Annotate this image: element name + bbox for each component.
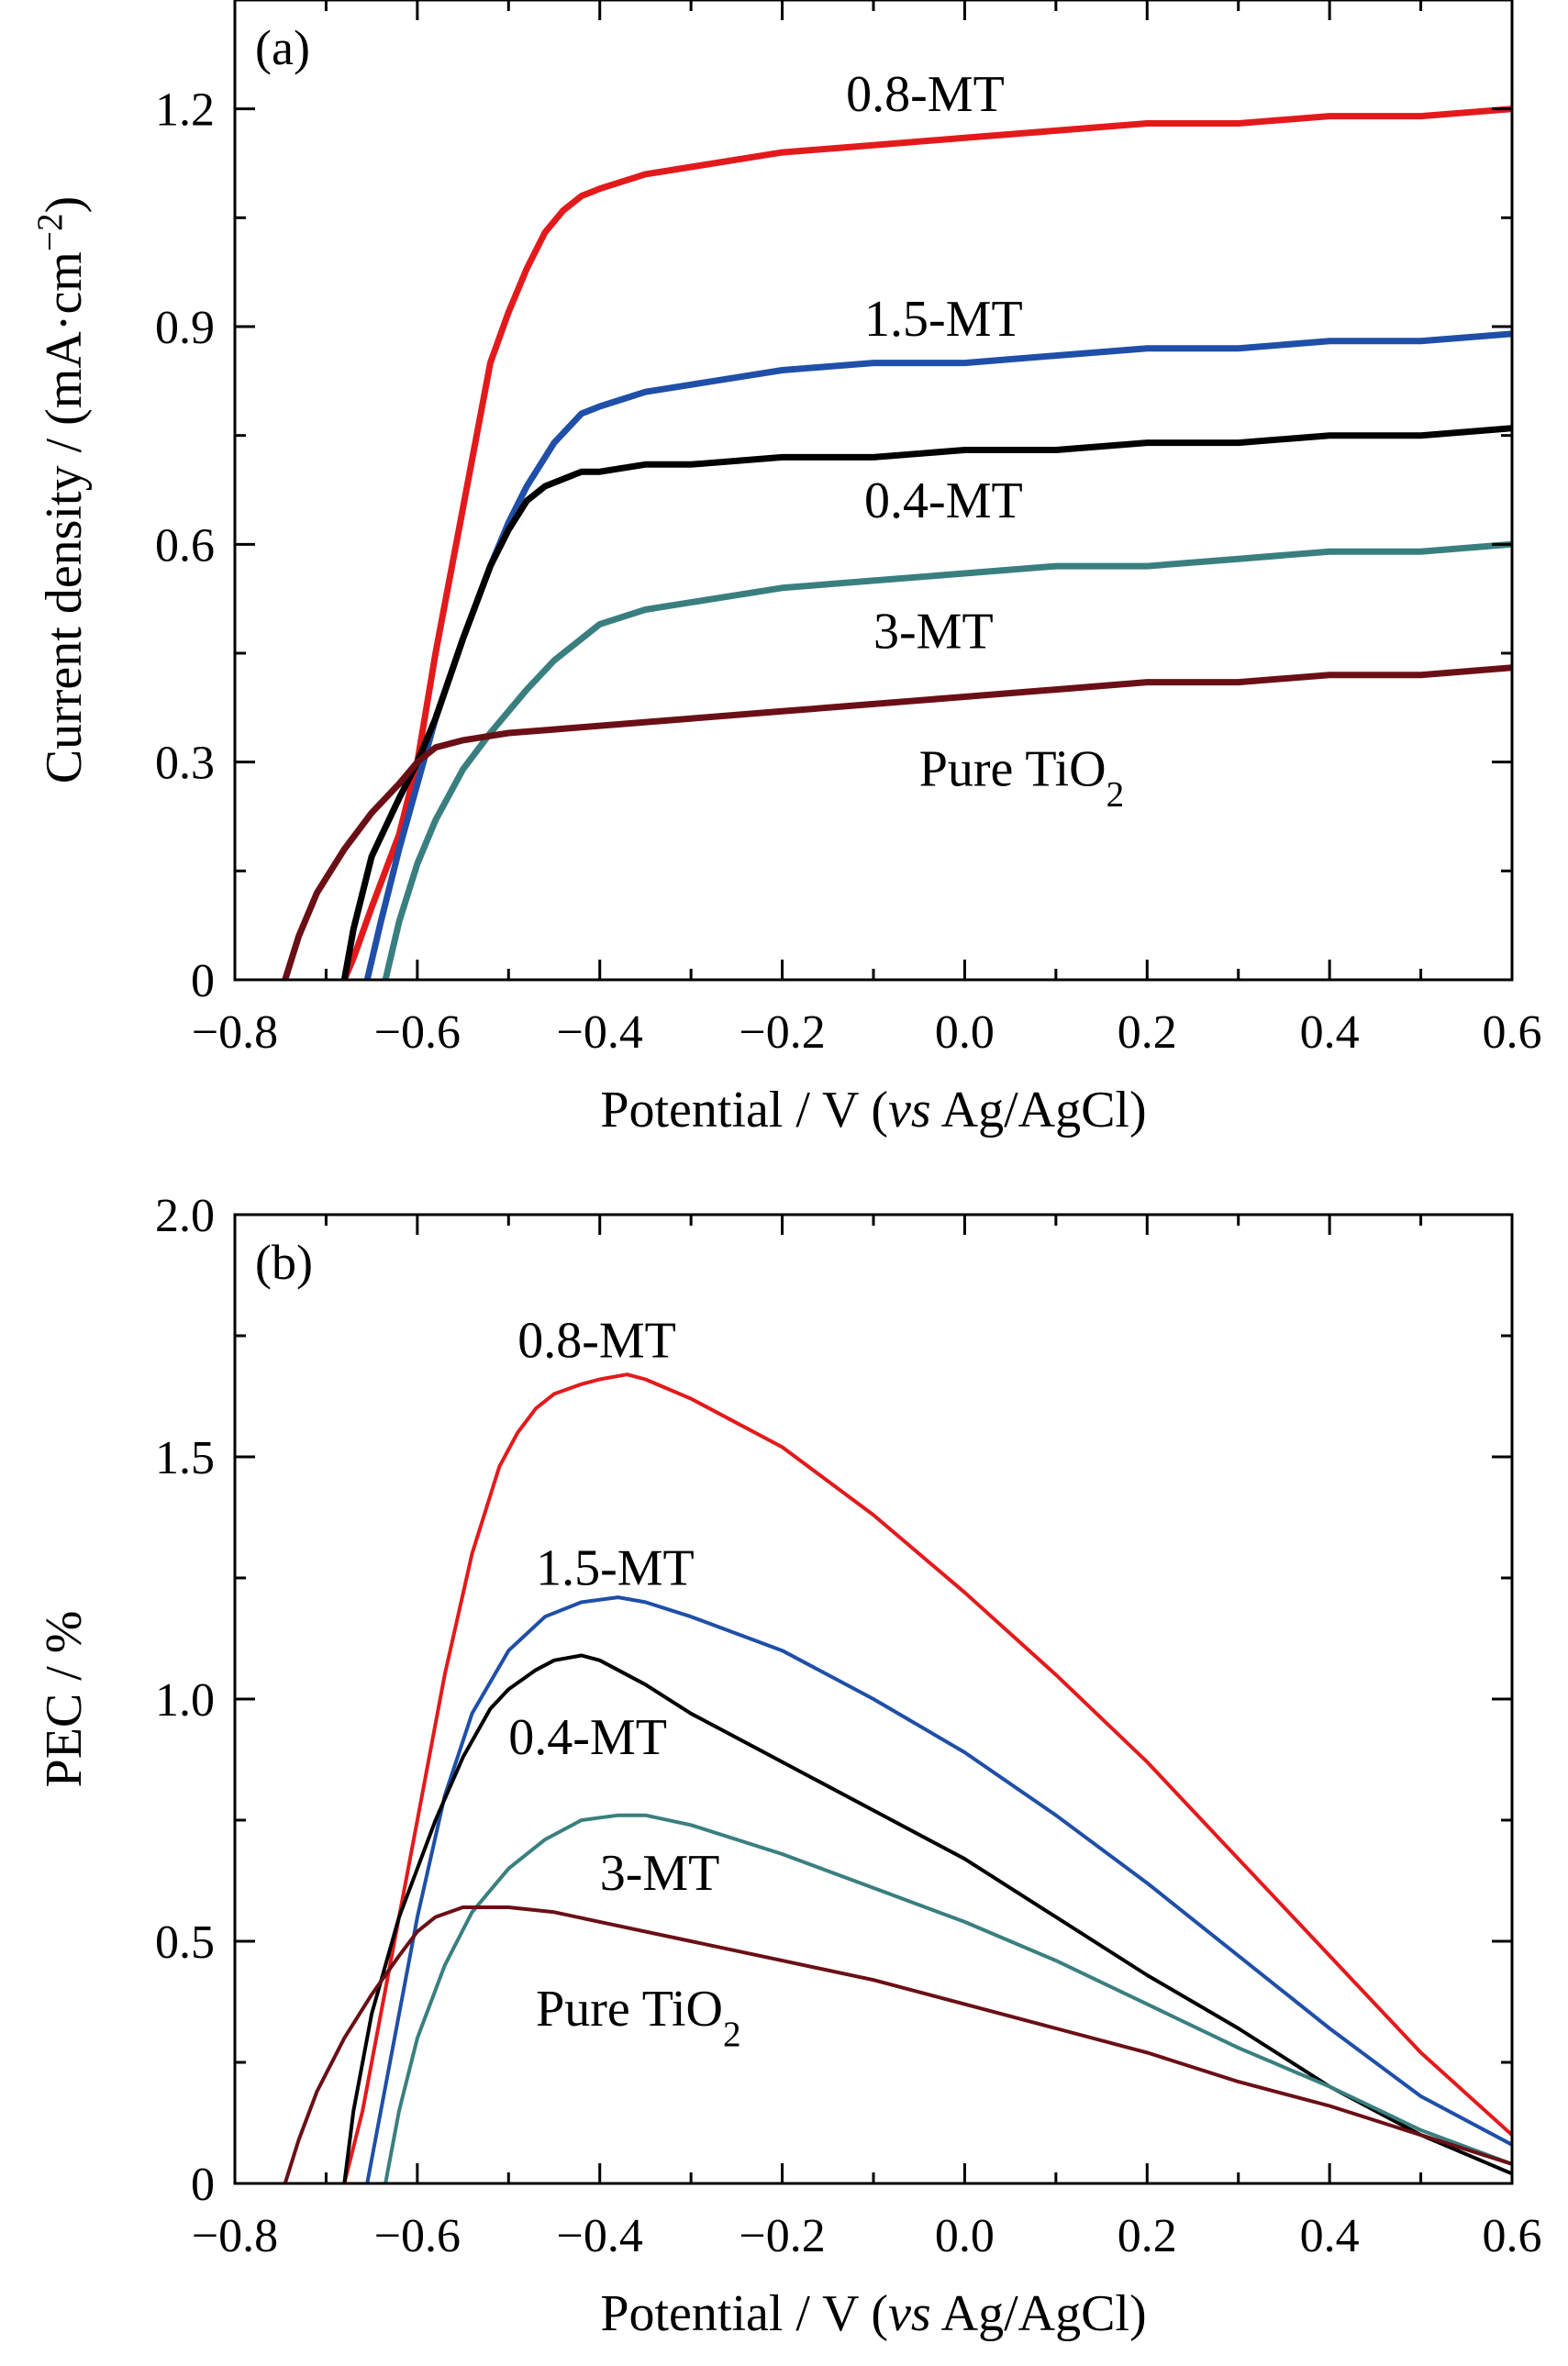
panel-b-xtick-label: −0.8	[192, 2210, 278, 2262]
panel-a-ytick-label: 0	[191, 955, 215, 1007]
panel-b-series-line-3	[384, 1813, 1512, 2183]
panel-b-xtick-label: 0.4	[1300, 2210, 1360, 2262]
panel-a-xtick-label: 0.6	[1483, 1006, 1542, 1059]
panel-b-series-label-1: 1.5-MT	[536, 1539, 695, 1596]
panel-a-chart: −0.8 −0.6 −0.4 −0.2 0.0 0.2 0.4 0.6 0 0.3 0.6 0.9 1.…	[30, 0, 1542, 1139]
panel-a-xtick-label: −0.8	[192, 1006, 278, 1059]
panel-b-ytick-label: 1.0	[155, 1674, 215, 1727]
panel-a-xtick-label: 0.0	[935, 1006, 995, 1059]
panel-a-xtick-label: −0.6	[374, 1006, 461, 1059]
panel-a-ytick-label: 0.6	[155, 519, 215, 572]
panel-a-y-axis-label: Current density / (mA·cm−2)	[30, 196, 94, 783]
panel-a-xtick-label: 0.2	[1118, 1006, 1177, 1059]
panel-b-series-line-0	[342, 1372, 1512, 2183]
panel-b-series-line-4	[283, 1905, 1512, 2183]
panel-b-series-label-2: 0.4-MT	[508, 1709, 667, 1766]
panel-b-panel-label: (b)	[255, 1235, 313, 1290]
panel-b-series-line-2	[342, 1653, 1512, 2183]
panel-a-series-line-0	[340, 106, 1512, 980]
panel-b-series-label-3: 3-MT	[600, 1845, 720, 1902]
panel-a-ytick-label: 1.2	[155, 84, 215, 137]
panel-b-y-axis-label: PEC / %	[36, 1611, 93, 1788]
panel-b-x-axis-label: Potential / V (vs Ag/AgCl)	[600, 2285, 1146, 2342]
panel-b-xtick-label: −0.4	[557, 2210, 643, 2262]
panel-b-ytick-label: 1.5	[155, 1432, 215, 1484]
panel-b-series-label-0: 0.8-MT	[517, 1312, 676, 1369]
panel-a-panel-label: (a)	[255, 20, 310, 75]
panel-b-series-label-4: Pure TiO2	[536, 1981, 740, 2054]
panel-a-series-group	[282, 106, 1512, 980]
panel-a-x-axis-label: Potential / V (vs Ag/AgCl)	[600, 1082, 1146, 1139]
panel-b-ytick-label: 0.5	[155, 1916, 215, 1969]
panel-b-xtick-label: 0.0	[935, 2210, 995, 2262]
panel-a-ytick-label: 0.3	[155, 738, 215, 790]
panel-b-xtick-label: 0.6	[1483, 2210, 1542, 2262]
panel-b-ytick-label: 2.0	[155, 1190, 215, 1242]
panel-a-series-line-4	[282, 664, 1512, 980]
panel-a-xtick-label: 0.4	[1300, 1006, 1360, 1059]
panel-a-xtick-label: −0.4	[557, 1006, 643, 1059]
panel-b-ytick-label: 0	[191, 2159, 215, 2211]
panel-b-xtick-label: 0.2	[1118, 2210, 1177, 2262]
panel-b-chart: −0.8 −0.6 −0.4 −0.2 0.0 0.2 0.4 0.6 0 0.5 1.0 1.5 2.…	[36, 1190, 1542, 2342]
panel-a-ytick-label: 0.9	[155, 302, 215, 354]
panel-a-series-label-4: Pure TiO2	[919, 741, 1124, 815]
panel-b-xtick-label: −0.2	[739, 2210, 825, 2262]
panel-a-series-label-1: 1.5-MT	[864, 291, 1023, 348]
panel-a-xtick-label: −0.2	[739, 1006, 825, 1059]
panel-b-xtick-label: −0.6	[374, 2210, 461, 2262]
panel-a-series-label-2: 0.4-MT	[864, 472, 1023, 529]
panel-b-series-line-1	[365, 1595, 1512, 2183]
panel-a-series-label-0: 0.8-MT	[846, 66, 1005, 123]
panel-a-series-line-3	[382, 540, 1512, 980]
panel-b-series-group	[283, 1372, 1512, 2183]
panel-a-series-label-3: 3-MT	[873, 603, 994, 660]
